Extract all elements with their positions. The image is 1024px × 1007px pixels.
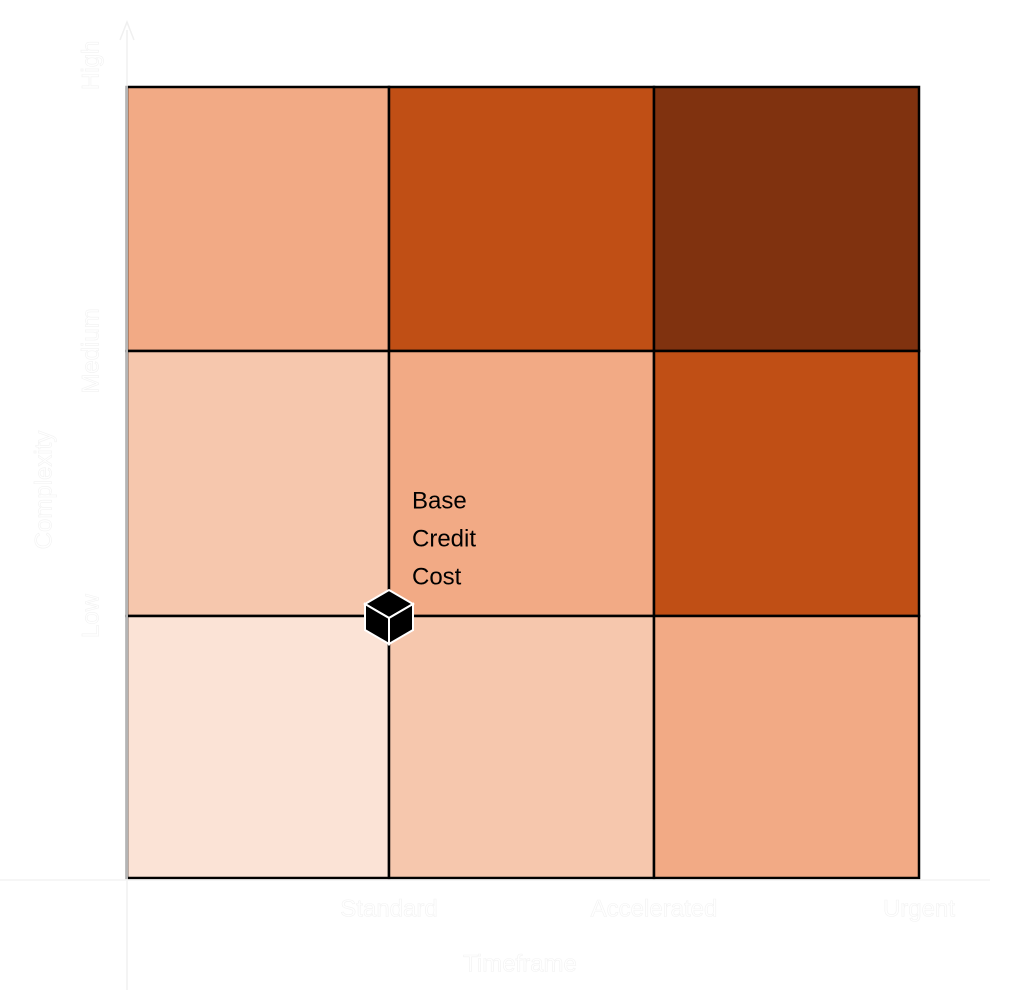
x-tick-label: Urgent: [883, 895, 955, 922]
grid-cell: [387, 349, 656, 618]
x-tick-label: Accelerated: [591, 895, 718, 922]
grid-cell: [387, 85, 656, 353]
grid-cell: [652, 614, 921, 880]
grid-cell: [652, 85, 921, 353]
grid-cell: [387, 614, 656, 880]
y-axis-arrow: [119, 19, 135, 41]
annotation-line: Credit: [412, 525, 476, 552]
y-tick-label: Medium: [77, 308, 104, 393]
cube-icon: [363, 588, 415, 646]
y-tick-label: Low: [77, 593, 104, 638]
grid-cell: [125, 349, 391, 618]
annotation-line: Base: [412, 487, 467, 514]
grid-cell: [125, 85, 391, 353]
y-tick-label: High: [77, 41, 104, 90]
grid-cell: [652, 349, 921, 618]
x-axis-title: Timeframe: [463, 950, 577, 977]
grid: [125, 85, 921, 880]
y-axis-title: Complexity: [30, 431, 57, 550]
grid-cell: [125, 614, 391, 880]
annotation-line: Cost: [412, 563, 462, 590]
x-tick-label: Standard: [340, 895, 437, 922]
